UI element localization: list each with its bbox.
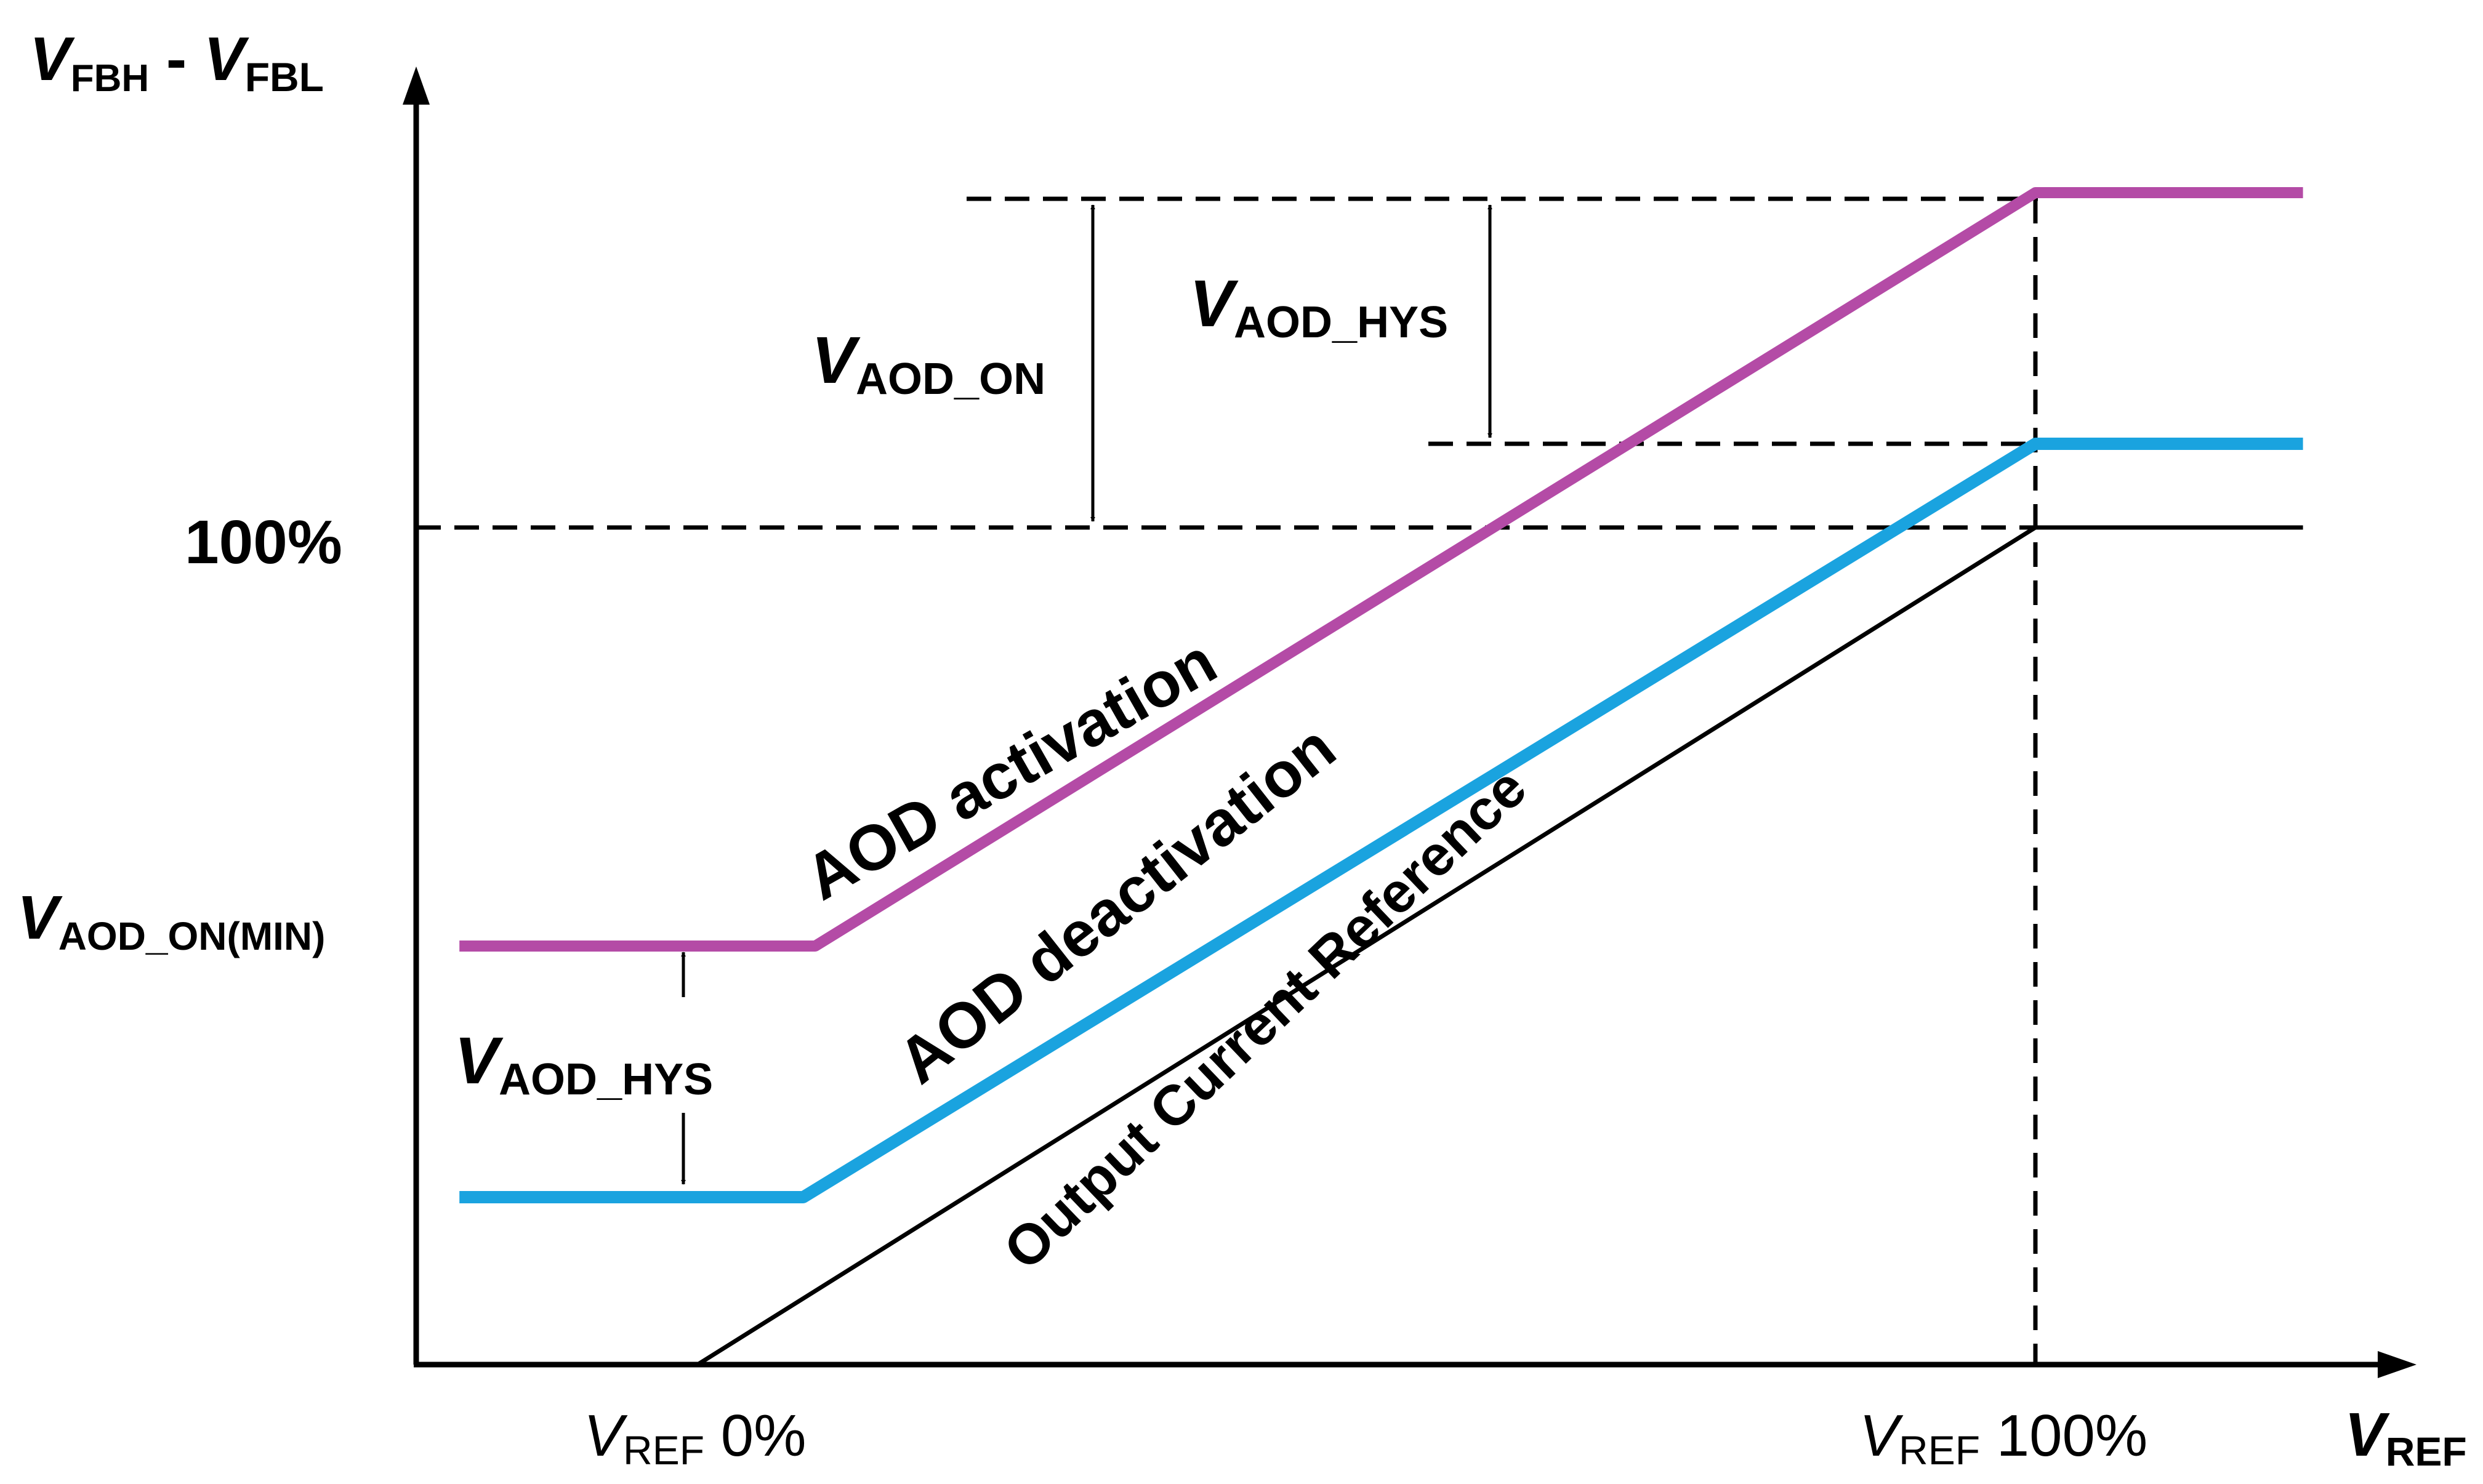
y-axis-label: VFBH - VFBL bbox=[30, 25, 324, 100]
x-tick-0-suffix: 0% bbox=[704, 1403, 806, 1469]
x-tick-100-suffix: 100% bbox=[1980, 1403, 2147, 1469]
x-tick-0: VREF 0% bbox=[584, 1403, 806, 1473]
y-tick-vaod-on-min: VAOD_ON(MIN) bbox=[17, 883, 325, 958]
label-vaod-hys-top-v: V bbox=[1189, 266, 1239, 340]
label-vaod-hys-bottom-v: V bbox=[454, 1023, 504, 1097]
label-vaod-hys-bottom: VAOD_HYS bbox=[454, 1023, 713, 1104]
y-axis-label-v1: V bbox=[30, 25, 75, 94]
label-vaod-hys-top-sub: AOD_HYS bbox=[1234, 298, 1448, 347]
x-axis-label-v: V bbox=[2344, 1400, 2390, 1469]
x-tick-0-v: V bbox=[584, 1403, 628, 1469]
label-vaod-on-v: V bbox=[811, 323, 861, 397]
axes bbox=[403, 66, 2417, 1378]
label-vaod-on-sub: AOD_ON bbox=[856, 355, 1045, 404]
label-vaod-hys-top: VAOD_HYS bbox=[1189, 266, 1448, 347]
x-axis-label: VREF bbox=[2344, 1400, 2467, 1474]
y-axis-label-v2: V bbox=[204, 25, 249, 94]
x-axis-label-sub: REF bbox=[2386, 1429, 2467, 1474]
series-label-output-current-reference: Output Current Reference bbox=[992, 756, 1538, 1281]
series-line-aod-deactivation bbox=[459, 438, 2303, 1203]
x-tick-0-sub: REF bbox=[623, 1427, 704, 1473]
y-axis-label-sub1: FBH bbox=[71, 57, 149, 100]
dimension-arrows bbox=[681, 204, 1492, 1185]
reference-lines bbox=[416, 196, 2038, 1365]
y-tick-100: 100% bbox=[185, 508, 342, 577]
y-axis-label-sep: - bbox=[149, 25, 204, 94]
label-vaod-hys-bottom-sub: AOD_HYS bbox=[499, 1055, 713, 1104]
series-line-output-current-reference bbox=[696, 525, 2303, 1366]
x-axis-arrow bbox=[2378, 1351, 2417, 1378]
x-tick-100-v: V bbox=[1859, 1403, 1904, 1469]
x-tick-100-sub: REF bbox=[1899, 1427, 1980, 1473]
y-tick-vaod-on-min-sub: AOD_ON(MIN) bbox=[58, 914, 326, 958]
label-vaod-on: VAOD_ON bbox=[811, 323, 1045, 404]
y-tick-vaod-on-min-v: V bbox=[17, 883, 63, 952]
x-tick-100: VREF 100% bbox=[1859, 1403, 2147, 1473]
y-axis-label-sub2: FBL bbox=[245, 54, 324, 100]
series-line-aod-activation bbox=[459, 187, 2303, 952]
y-axis-arrow bbox=[403, 66, 430, 105]
